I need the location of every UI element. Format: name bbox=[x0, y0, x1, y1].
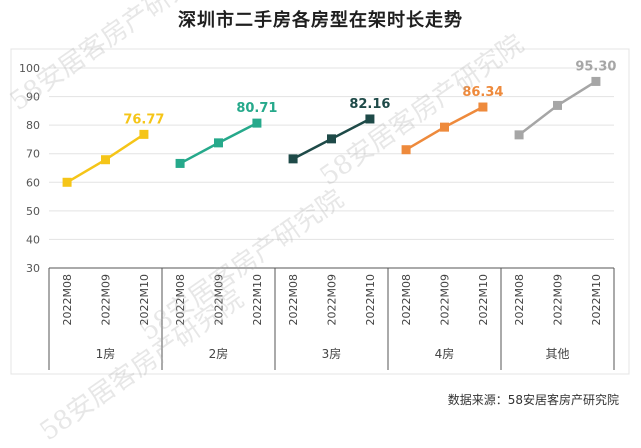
y-tick-label: 60 bbox=[26, 176, 40, 189]
group-label: 4房 bbox=[435, 346, 455, 361]
line-chart: 30 40 50 60 70 80 90 100 2022M08 2022M09 2022M10 1… bbox=[10, 48, 630, 375]
group-label: 2房 bbox=[209, 346, 229, 361]
data-point bbox=[401, 145, 411, 155]
data-label: 76.77 bbox=[123, 112, 164, 127]
data-point bbox=[440, 122, 449, 132]
x-tick-label: 2022M08 bbox=[174, 274, 187, 325]
data-point bbox=[514, 130, 524, 140]
chart-title: 深圳市二手房各房型在架时长走势 bbox=[178, 10, 463, 31]
y-tick-label: 90 bbox=[26, 91, 40, 104]
x-tick-label: 2022M08 bbox=[61, 274, 74, 325]
y-tick-label: 50 bbox=[26, 205, 40, 218]
series-group: 76.77 80.71 82.16 86.34 95.30 bbox=[62, 59, 616, 187]
data-label: 95.30 bbox=[575, 59, 616, 74]
y-tick-label: 40 bbox=[26, 233, 40, 246]
x-tick-label: 2022M08 bbox=[287, 274, 300, 325]
y-tick-label: 80 bbox=[26, 119, 40, 132]
x-tick-label: 2022M09 bbox=[552, 274, 565, 325]
group-label: 1房 bbox=[96, 346, 116, 361]
x-tick-label: 2022M09 bbox=[100, 274, 113, 325]
source-note: 数据来源：58安居客房产研究院 bbox=[447, 393, 619, 407]
y-tick-label: 30 bbox=[26, 262, 40, 275]
data-point bbox=[365, 114, 375, 124]
data-point bbox=[478, 102, 488, 112]
x-tick-label: 2022M10 bbox=[590, 274, 603, 325]
data-point bbox=[139, 129, 149, 139]
x-tick-label: 2022M08 bbox=[400, 274, 413, 325]
data-label: 80.71 bbox=[236, 101, 277, 116]
group-label: 3房 bbox=[322, 346, 342, 361]
data-point bbox=[214, 138, 223, 148]
data-label: 82.16 bbox=[349, 97, 390, 112]
data-point bbox=[62, 177, 72, 187]
x-tick-label: 2022M10 bbox=[364, 274, 377, 325]
data-point bbox=[101, 155, 110, 165]
data-point bbox=[327, 134, 336, 144]
x-tick-label: 2022M10 bbox=[138, 274, 151, 325]
group-label: 其他 bbox=[545, 347, 569, 361]
chart-frame bbox=[10, 48, 630, 375]
x-tick-label: 2022M09 bbox=[213, 274, 226, 325]
y-tick-label: 100 bbox=[19, 62, 40, 75]
data-point bbox=[591, 76, 601, 86]
x-tick-label: 2022M09 bbox=[439, 274, 452, 325]
data-point bbox=[553, 100, 562, 110]
x-axis: 2022M08 2022M09 2022M10 1房 2022M08 2022M09 202… bbox=[48, 267, 615, 370]
data-point bbox=[288, 154, 298, 164]
data-label: 86.34 bbox=[462, 85, 503, 100]
x-tick-label: 2022M10 bbox=[251, 274, 264, 325]
y-tick-label: 70 bbox=[26, 148, 40, 161]
gridlines bbox=[49, 67, 614, 269]
x-tick-label: 2022M10 bbox=[477, 274, 490, 325]
y-axis: 30 40 50 60 70 80 90 100 bbox=[19, 62, 40, 275]
data-point bbox=[252, 118, 262, 128]
x-tick-label: 2022M08 bbox=[513, 274, 526, 325]
x-tick-label: 2022M09 bbox=[326, 274, 339, 325]
data-point bbox=[175, 158, 185, 168]
